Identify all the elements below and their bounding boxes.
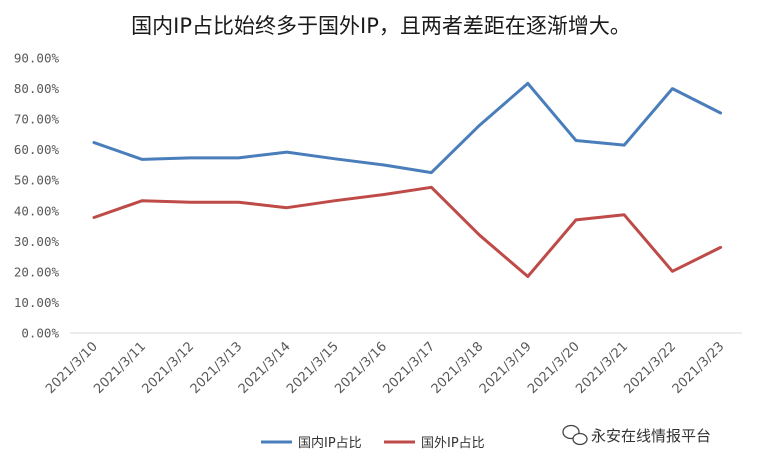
series-line-domestic <box>92 81 723 175</box>
wechat-icon <box>562 424 588 446</box>
y-tick-label: 30.00% <box>14 234 60 249</box>
watermark-text: 永安在线情报平台 <box>591 427 711 445</box>
series-line-foreign <box>92 185 723 278</box>
x-axis-ticks: 2021/3/102021/3/112021/3/122021/3/132021… <box>43 339 727 397</box>
series-lines <box>92 81 723 278</box>
x-tick-label: 2021/3/23 <box>670 339 728 397</box>
legend: 国内IP占比 国外IP占比 <box>261 435 485 451</box>
y-tick-label: 50.00% <box>14 173 60 188</box>
y-tick-label: 90.00% <box>14 51 60 66</box>
y-tick-label: 10.00% <box>14 295 60 310</box>
y-tick-label: 40.00% <box>14 203 60 218</box>
y-tick-label: 20.00% <box>14 264 60 279</box>
watermark: 永安在线情报平台 <box>562 424 711 446</box>
y-tick-label: 60.00% <box>14 142 60 157</box>
y-tick-label: 70.00% <box>14 112 60 127</box>
chart-title: 国内IP占比始终多于国外IP，且两者差距在逐渐增大。 <box>131 14 631 38</box>
y-tick-label: 0.00% <box>21 326 59 341</box>
legend-label-foreign: 国外IP占比 <box>421 436 485 451</box>
y-tick-label: 80.00% <box>14 81 60 96</box>
y-axis-ticks: 0.00% 10.00% 20.00% 30.00% 40.00% 50.00% 60.00… <box>14 51 60 341</box>
legend-label-domestic: 国内IP占比 <box>298 435 362 451</box>
